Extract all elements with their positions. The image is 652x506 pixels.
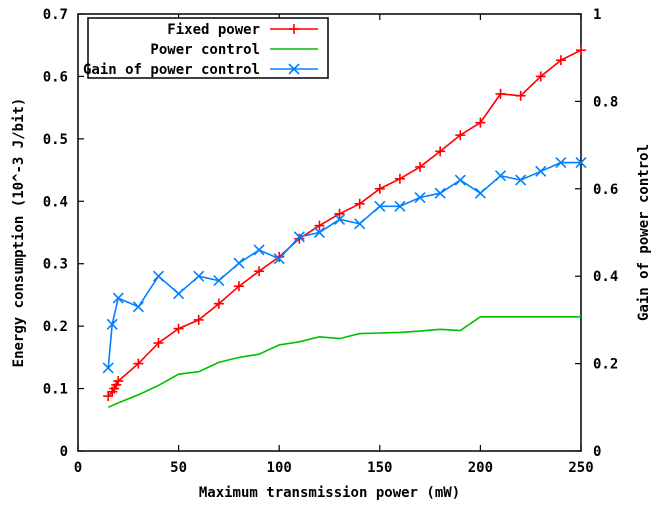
- data-point: [576, 45, 586, 56]
- data-point: [273, 253, 285, 265]
- x-tick-label: 200: [468, 460, 493, 476]
- y-right-tick-label: 0.2: [593, 357, 618, 373]
- data-point: [153, 337, 164, 348]
- y-left-tick-label: 0.2: [43, 319, 68, 335]
- data-point: [193, 270, 205, 282]
- x-tick-label: 250: [568, 460, 593, 476]
- series-2: [102, 157, 587, 374]
- y-left-tick-label: 0.5: [43, 132, 68, 148]
- data-point: [474, 187, 486, 199]
- data-point: [313, 226, 326, 239]
- data-point: [394, 200, 406, 212]
- y-left-tick-label: 0.6: [43, 69, 68, 85]
- data-point: [515, 174, 527, 186]
- data-point: [354, 198, 365, 209]
- x-axis-label: Maximum transmission power (mW): [199, 485, 460, 501]
- data-point: [414, 191, 426, 204]
- data-point: [233, 281, 244, 292]
- data-point: [254, 266, 265, 277]
- data-point: [454, 174, 466, 186]
- legend-label: Power control: [150, 42, 260, 58]
- y-left-tick-label: 0: [60, 444, 68, 460]
- data-point: [334, 208, 345, 219]
- data-point: [374, 200, 386, 212]
- axis-labels: Maximum transmission power (mW) Energy c…: [11, 98, 652, 501]
- data-point: [333, 213, 346, 225]
- data-point: [495, 88, 506, 99]
- y-left-tick-label: 0.7: [43, 7, 68, 23]
- series-layer: [102, 45, 587, 409]
- data-point: [193, 314, 204, 325]
- legend-label: Fixed power: [167, 22, 260, 38]
- data-point: [132, 301, 144, 313]
- plot-area: [77, 13, 582, 452]
- y-right-tick-label: 0: [593, 444, 601, 460]
- y-axis-left-label: Energy consumption (10^-3 J/bit): [11, 98, 27, 368]
- y-left-tick-label: 0.3: [43, 257, 68, 273]
- legend-box: [87, 17, 329, 79]
- data-point: [475, 117, 486, 128]
- data-point: [106, 318, 118, 330]
- data-point: [314, 220, 325, 231]
- data-point: [394, 173, 405, 184]
- data-point: [253, 244, 265, 256]
- legend: Fixed power Power control Gain of power co…: [83, 17, 329, 79]
- data-point: [102, 362, 114, 374]
- data-point: [294, 233, 305, 244]
- y-left-tick-label: 0.4: [43, 194, 68, 210]
- data-point: [233, 257, 245, 269]
- data-point: [354, 218, 366, 230]
- data-point: [374, 183, 385, 194]
- x-tick-label: 100: [267, 460, 292, 476]
- y-right-tick-label: 0.8: [593, 94, 618, 110]
- data-point: [535, 71, 546, 82]
- data-point: [113, 376, 124, 387]
- legend-marker: [288, 63, 300, 75]
- y-right-tick-label: 0.6: [593, 182, 618, 198]
- plot-frame: [77, 13, 582, 452]
- series-line: [107, 315, 581, 409]
- data-point: [173, 288, 185, 300]
- legend-label: Gain of power control: [83, 62, 260, 78]
- data-point: [515, 90, 526, 101]
- data-point: [575, 157, 587, 169]
- y-left-tick-label: 0.1: [43, 382, 68, 398]
- data-point: [133, 358, 144, 369]
- y-right-tick-label: 0.4: [593, 269, 618, 285]
- data-point: [293, 231, 305, 243]
- data-point: [415, 161, 426, 172]
- data-point: [455, 130, 466, 141]
- data-point: [494, 170, 507, 182]
- data-point: [152, 270, 165, 282]
- data-point: [555, 55, 566, 66]
- data-point: [535, 165, 547, 177]
- x-tick-label: 0: [74, 460, 82, 476]
- y-axis-right-label: Gain of power control: [636, 144, 652, 321]
- data-point: [435, 146, 446, 157]
- legend-marker: [289, 24, 299, 34]
- data-point: [112, 292, 124, 304]
- series-1: [107, 315, 581, 409]
- data-point: [434, 187, 446, 199]
- y-right-tick-label: 1: [593, 7, 601, 23]
- data-point: [213, 275, 225, 287]
- data-point: [173, 323, 184, 334]
- x-tick-label: 150: [367, 460, 392, 476]
- data-point: [213, 298, 224, 309]
- axis-ticks: 0 50 100 150 200 25000.10.20.30.40.50.60.700.…: [43, 7, 619, 476]
- x-tick-label: 50: [170, 460, 187, 476]
- series-line: [107, 49, 582, 397]
- data-point: [555, 157, 567, 169]
